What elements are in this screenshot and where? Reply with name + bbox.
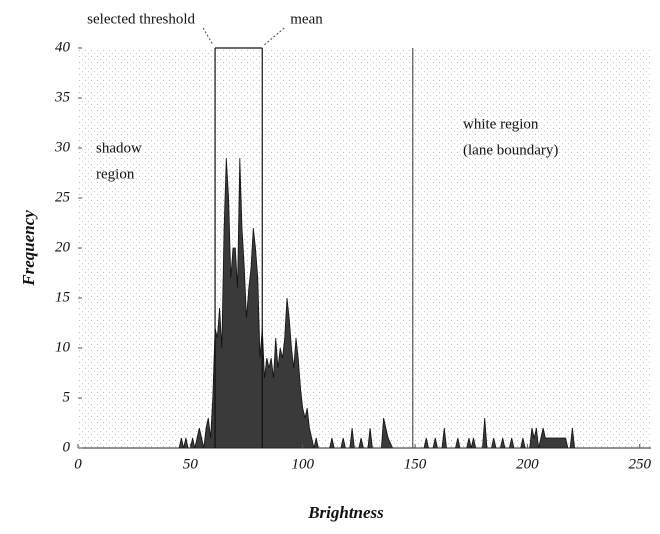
- mean-arrow: [263, 27, 285, 46]
- y-tick-label: 20: [55, 239, 71, 255]
- white-label: (lane boundary): [463, 142, 558, 158]
- x-tick-label: 0: [74, 456, 82, 472]
- shadow-label: shadow: [96, 140, 142, 156]
- x-tick-label: 250: [629, 456, 652, 472]
- y-tick-label: 25: [55, 189, 71, 205]
- y-tick-label: 10: [55, 339, 71, 355]
- y-tick-label: 30: [54, 139, 71, 155]
- y-tick-label: 35: [54, 89, 71, 105]
- threshold-label: selected threshold: [87, 11, 195, 27]
- y-tick-label: 15: [55, 289, 71, 305]
- histogram-area: [176, 157, 576, 449]
- plot-background: [78, 48, 651, 448]
- x-axis-label: Brightness: [307, 503, 384, 522]
- x-tick-label: 100: [291, 456, 314, 472]
- shadow-label: region: [96, 166, 135, 182]
- white-label: white region: [463, 116, 539, 132]
- y-tick-label: 40: [55, 39, 71, 55]
- x-tick-label: 200: [516, 456, 539, 472]
- y-tick-label: 0: [63, 439, 71, 455]
- y-axis-label: Frequency: [19, 210, 38, 287]
- mean-label: mean: [290, 11, 323, 27]
- x-tick-label: 150: [404, 456, 427, 472]
- y-tick-label: 5: [63, 389, 71, 405]
- x-tick-label: 50: [183, 456, 199, 472]
- threshold-arrow: [202, 27, 214, 46]
